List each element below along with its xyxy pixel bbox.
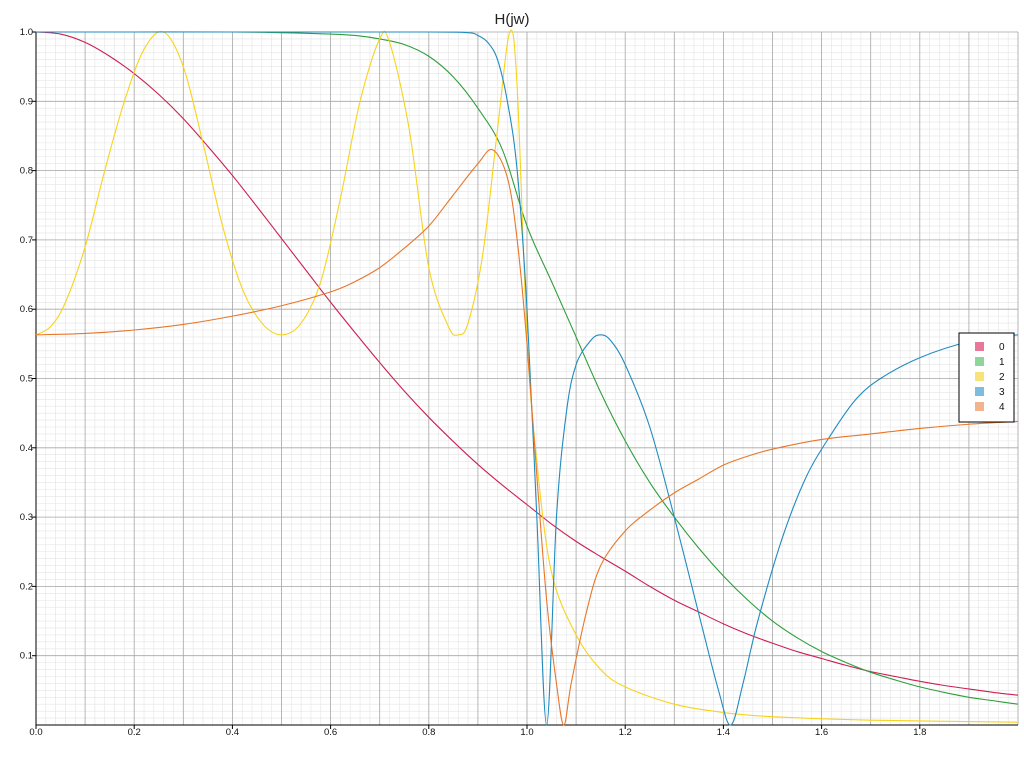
x-tick-label: 1.2 (619, 727, 632, 738)
legend-box (958, 332, 1015, 423)
legend-label: 4 (999, 402, 1005, 413)
legend-label: 1 (999, 357, 1005, 368)
y-tick-label: 0.4 (20, 443, 33, 454)
x-tick-labels: 0.0 0.2 0.4 0.6 0.8 1.0 1.2 1.4 1.6 1.8 (29, 725, 926, 738)
x-tick-label: 1.4 (717, 727, 730, 738)
y-tick-labels: 0.1 0.2 0.3 0.4 0.5 0.6 0.7 0.8 0.9 1.0 (20, 27, 36, 662)
y-tick-label: 0.6 (20, 304, 33, 315)
y-tick-label: 0.5 (20, 374, 33, 385)
x-tick-label: 0.2 (128, 727, 141, 738)
legend-swatch (975, 372, 984, 381)
legend-label: 2 (999, 372, 1005, 383)
series-line-0 (35, 31, 1019, 696)
legend-swatch (975, 387, 984, 396)
legend: 0 1 2 3 4 (958, 332, 1015, 423)
y-tick-label: 0.9 (20, 96, 33, 107)
y-tick-label: 0.1 (20, 651, 33, 662)
x-tick-label: 0.8 (422, 727, 435, 738)
chart-title: H(jw) (495, 11, 530, 28)
y-tick-label: 0.2 (20, 581, 33, 592)
x-tick-label: 1.8 (913, 727, 926, 738)
x-tick-label: 0.0 (29, 727, 42, 738)
x-tick-label: 1.6 (815, 727, 828, 738)
x-tick-label: 1.0 (520, 727, 533, 738)
series-lines (35, 29, 1019, 726)
x-tick-label: 0.6 (324, 727, 337, 738)
series-line-3 (35, 31, 1019, 726)
x-tick-label: 0.4 (226, 727, 239, 738)
grid-major (35, 31, 1019, 726)
y-tick-label: 0.8 (20, 166, 33, 177)
series-line-4 (35, 148, 1019, 726)
series-line-1 (35, 31, 1019, 705)
y-tick-label: 1.0 (20, 27, 33, 38)
y-tick-label: 0.3 (20, 512, 33, 523)
legend-swatch (975, 357, 984, 366)
y-tick-label: 0.7 (20, 235, 33, 246)
legend-swatch (975, 342, 984, 351)
legend-swatch (975, 402, 984, 411)
legend-label: 0 (999, 342, 1005, 353)
legend-label: 3 (999, 387, 1005, 398)
